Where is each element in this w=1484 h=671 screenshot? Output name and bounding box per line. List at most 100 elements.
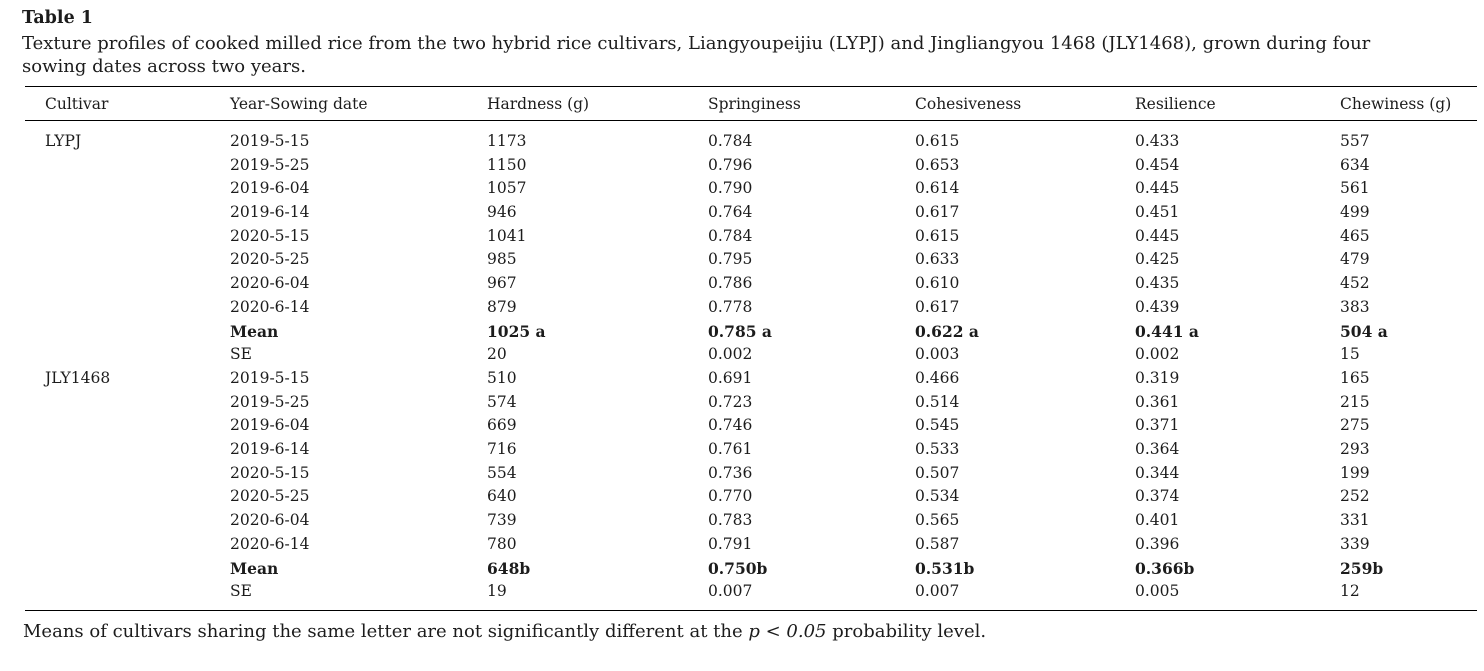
table-cell: 0.791 bbox=[708, 534, 753, 553]
table-cell: 0.531b bbox=[915, 558, 975, 578]
table-cell: 0.785 a bbox=[708, 321, 772, 341]
table-cell: 0.507 bbox=[915, 463, 960, 482]
table-cell bbox=[25, 154, 230, 178]
table-cell: 1025 a bbox=[487, 321, 546, 341]
table-cell: 465 bbox=[1340, 226, 1370, 245]
table-cell: 1041 bbox=[487, 226, 527, 245]
table-cell: 275 bbox=[1340, 416, 1370, 435]
table-cell: 0.445 bbox=[1135, 226, 1180, 245]
column-header-cohesiveness: Cohesiveness bbox=[915, 85, 1135, 121]
table-row: 2019-6-14 946 0.764 0.617 0.451 499 bbox=[25, 201, 1477, 225]
table-cell: 0.615 bbox=[915, 226, 960, 245]
table-cell: 215 bbox=[1340, 392, 1370, 411]
table-cell: 2020-5-25 bbox=[230, 250, 310, 269]
table-cell: 0.007 bbox=[708, 582, 753, 601]
header-row: Cultivar Year-Sowing date Hardness (g) S… bbox=[25, 85, 1477, 121]
table-row: 2019-6-04 669 0.746 0.545 0.371 275 bbox=[25, 414, 1477, 438]
table-cell bbox=[25, 509, 230, 533]
table-cell: 0.533 bbox=[915, 440, 960, 459]
table-cell bbox=[25, 557, 230, 581]
table-row: 2020-6-14 879 0.778 0.617 0.439 383 bbox=[25, 296, 1477, 320]
table-cell: 0.622 a bbox=[915, 321, 979, 341]
table-cell: 0.783 bbox=[708, 511, 753, 530]
table-row: LYPJ 2019-5-15 1173 0.784 0.615 0.433 557 bbox=[25, 120, 1477, 153]
table-cell: 0.445 bbox=[1135, 179, 1180, 198]
table-cell: 2020-6-04 bbox=[230, 511, 310, 530]
table-cell: 383 bbox=[1340, 297, 1370, 316]
table-row: Mean 648b 0.750b 0.531b 0.366b 259b bbox=[25, 557, 1477, 581]
table-cell bbox=[25, 438, 230, 462]
table-cell: 2019-5-15 bbox=[230, 131, 310, 150]
table-row: 2019-6-04 1057 0.790 0.614 0.445 561 bbox=[25, 177, 1477, 201]
table-cell: 0.764 bbox=[708, 203, 753, 222]
table-cell: 967 bbox=[487, 274, 517, 293]
table-caption: Texture profiles of cooked milled rice f… bbox=[22, 32, 1371, 77]
table-row: 2020-5-15 554 0.736 0.507 0.344 199 bbox=[25, 462, 1477, 486]
table-cell: 946 bbox=[487, 203, 517, 222]
table-cell: 0.778 bbox=[708, 297, 753, 316]
table-row: 2020-5-25 640 0.770 0.534 0.374 252 bbox=[25, 485, 1477, 509]
table-cell: 0.374 bbox=[1135, 487, 1180, 506]
table-cell: 0.366b bbox=[1135, 558, 1195, 578]
table-cell bbox=[25, 177, 230, 201]
table-cell: 1173 bbox=[487, 131, 527, 150]
table-row: 2019-5-25 574 0.723 0.514 0.361 215 bbox=[25, 391, 1477, 415]
table-cell: 0.361 bbox=[1135, 392, 1180, 411]
table-cell: 2019-5-25 bbox=[230, 392, 310, 411]
table-cell: 0.364 bbox=[1135, 440, 1180, 459]
table-cell: 0.344 bbox=[1135, 463, 1180, 482]
table-cell: 648b bbox=[487, 558, 531, 578]
table-cell bbox=[25, 391, 230, 415]
texture-profiles-table: Cultivar Year-Sowing date Hardness (g) S… bbox=[25, 85, 1477, 611]
table-cell: 2020-6-14 bbox=[230, 297, 310, 316]
table-cell: 0.466 bbox=[915, 368, 960, 387]
table-cell: JLY1468 bbox=[45, 368, 111, 387]
table-cell: 640 bbox=[487, 487, 517, 506]
table-cell: 510 bbox=[487, 368, 517, 387]
table-row: 2020-6-14 780 0.791 0.587 0.396 339 bbox=[25, 533, 1477, 557]
table-cell: 0.750b bbox=[708, 558, 768, 578]
table-row: 2020-5-25 985 0.795 0.633 0.425 479 bbox=[25, 248, 1477, 272]
column-header-springiness: Springiness bbox=[708, 85, 915, 121]
table-cell: 0.615 bbox=[915, 131, 960, 150]
table-cell bbox=[25, 485, 230, 509]
table-cell: 557 bbox=[1340, 131, 1370, 150]
table-cell: 0.425 bbox=[1135, 250, 1180, 269]
table-cell: 0.514 bbox=[915, 392, 960, 411]
table-cell bbox=[25, 343, 230, 367]
table-cell: 0.691 bbox=[708, 368, 753, 387]
table-cell: 780 bbox=[487, 534, 517, 553]
table-row: Mean 1025 a 0.785 a 0.622 a 0.441 a 504 a bbox=[25, 320, 1477, 344]
table-cell: 0.723 bbox=[708, 392, 753, 411]
table-cell bbox=[25, 272, 230, 296]
table-cell: 0.653 bbox=[915, 155, 960, 174]
table-cell: 0.534 bbox=[915, 487, 960, 506]
table-cell: 0.002 bbox=[708, 345, 753, 364]
table-cell: 2019-5-15 bbox=[230, 368, 310, 387]
column-header-resilience: Resilience bbox=[1135, 85, 1340, 121]
table-cell: 499 bbox=[1340, 203, 1370, 222]
table-cell: 0.396 bbox=[1135, 534, 1180, 553]
table-cell: Mean bbox=[230, 558, 279, 578]
table-cell: 2020-5-15 bbox=[230, 463, 310, 482]
table-cell bbox=[25, 414, 230, 438]
table-row: SE 19 0.007 0.007 0.005 12 bbox=[25, 580, 1477, 610]
table-cell: 879 bbox=[487, 297, 517, 316]
table-cell: 165 bbox=[1340, 368, 1370, 387]
table-cell: 0.401 bbox=[1135, 511, 1180, 530]
table-label: Table 1 bbox=[22, 8, 93, 28]
footnote-text-prefix: Means of cultivars sharing the same lett… bbox=[23, 621, 749, 642]
table-cell bbox=[25, 462, 230, 486]
table-cell: 0.005 bbox=[1135, 582, 1180, 601]
table-cell: 0.451 bbox=[1135, 203, 1180, 222]
table-cell: 339 bbox=[1340, 534, 1370, 553]
table-cell: 574 bbox=[487, 392, 517, 411]
table-cell: 0.319 bbox=[1135, 368, 1180, 387]
table-cell bbox=[25, 320, 230, 344]
table-cell: 0.786 bbox=[708, 274, 753, 293]
table-cell: 20 bbox=[487, 345, 507, 364]
table-cell: 0.617 bbox=[915, 203, 960, 222]
table-cell: 0.441 a bbox=[1135, 321, 1199, 341]
column-header-chewiness: Chewiness (g) bbox=[1340, 85, 1477, 121]
